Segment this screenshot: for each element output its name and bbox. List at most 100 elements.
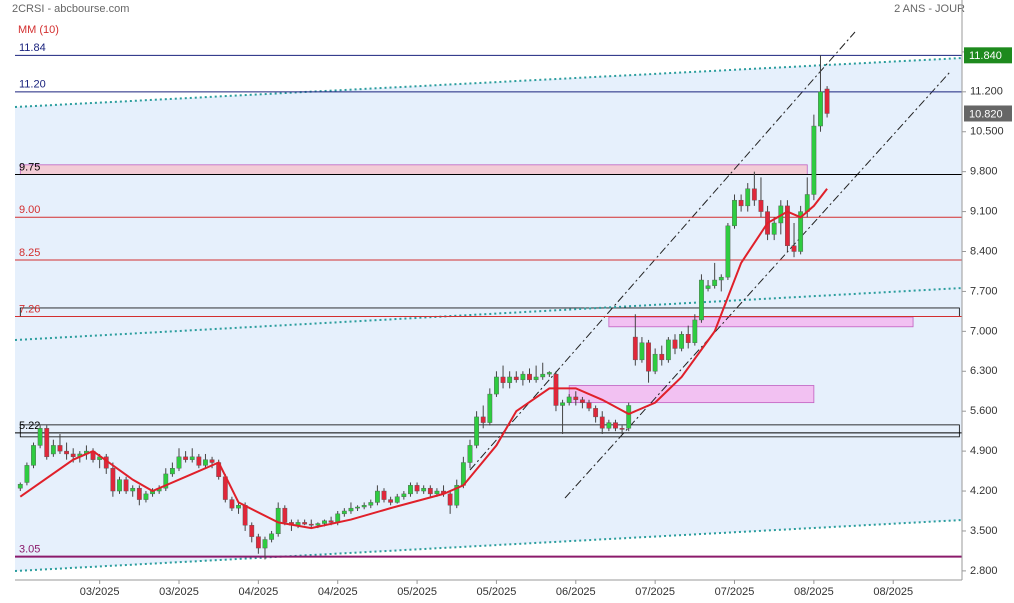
candle-body: [540, 373, 546, 378]
candle-body: [454, 485, 460, 506]
axis-panel: [962, 0, 1014, 603]
candle-body: [520, 373, 526, 381]
candle-body: [203, 459, 208, 466]
price-tag: [964, 47, 1012, 64]
x-tick-label: 04/2025: [238, 586, 278, 598]
candle-body: [24, 465, 30, 483]
candle-body: [176, 456, 182, 469]
candle-body: [196, 456, 202, 466]
level-label: 9.75: [19, 161, 40, 173]
candle-body: [17, 483, 23, 489]
candle-body: [487, 393, 493, 423]
candle-body: [169, 468, 175, 475]
trendline-upper: [14, 57, 963, 108]
candle-body: [573, 396, 579, 400]
candle-body: [355, 506, 360, 509]
channel-line: [469, 31, 856, 471]
candle-body: [665, 339, 671, 361]
candle-body: [632, 336, 638, 361]
candle-body: [447, 493, 453, 506]
candle-body: [818, 91, 823, 127]
zone: [568, 385, 815, 404]
candle-body: [368, 502, 374, 506]
y-tick-label: 3.500: [970, 525, 998, 537]
candle-body: [130, 487, 136, 492]
candle-body: [163, 473, 169, 489]
candle-body: [262, 539, 268, 549]
candle-body: [685, 333, 691, 343]
x-tick-label: 07/2025: [635, 586, 675, 598]
y-tick-label: 8.400: [970, 245, 998, 257]
level-label: 3.05: [19, 544, 40, 556]
channel-background: [15, 58, 962, 571]
candle-body: [546, 372, 552, 375]
x-tick-label: 08/2025: [794, 586, 834, 598]
x-tick-label: 07/2025: [715, 586, 755, 598]
candle-body: [143, 493, 149, 500]
candle-body: [606, 422, 612, 429]
candle-body: [381, 490, 387, 500]
candle-body: [758, 199, 764, 212]
x-tick-label: 04/2025: [318, 586, 358, 598]
candle-body: [507, 376, 513, 383]
candle-body: [308, 523, 314, 526]
candle-body: [110, 468, 116, 492]
candle-body: [269, 533, 274, 540]
candle-body: [639, 342, 645, 361]
candle-body: [580, 399, 585, 403]
candle-body: [50, 445, 56, 455]
candle-body: [613, 422, 618, 429]
candle-body: [474, 416, 479, 446]
candle-body: [374, 490, 380, 503]
y-tick-label: 6.300: [970, 365, 998, 377]
candle-body: [408, 485, 413, 495]
candle-body: [394, 496, 400, 503]
candle-body: [679, 333, 685, 349]
candle-body: [586, 402, 592, 409]
candle-body: [117, 479, 122, 492]
candle-body: [361, 505, 367, 508]
candle-body: [712, 279, 718, 286]
candle-body: [560, 402, 565, 406]
y-tick-label: 7.000: [970, 325, 998, 337]
candle-body: [599, 416, 605, 429]
y-tick-label: 4.900: [970, 445, 998, 457]
candle-body: [732, 199, 737, 227]
candle-body: [646, 342, 651, 372]
price-tag-label: 11.840: [969, 50, 1002, 62]
candle-body: [824, 88, 830, 114]
zone: [608, 316, 914, 328]
candle-body: [467, 445, 473, 463]
level-label: 9.00: [19, 204, 40, 216]
candle-body: [705, 285, 711, 289]
candle-body: [527, 373, 532, 381]
candle-body: [249, 525, 255, 537]
candle-body: [57, 445, 63, 452]
candle-body: [553, 373, 559, 406]
level-label: 8.25: [19, 247, 40, 259]
y-tick-label: 7.700: [970, 285, 998, 297]
trendline-lower: [14, 519, 963, 572]
candle-body: [626, 405, 632, 429]
candle-body: [236, 505, 241, 509]
candle-body: [123, 479, 129, 492]
candle-body: [255, 536, 261, 549]
candle-body: [500, 376, 506, 383]
candle-body: [31, 445, 36, 466]
candle-body: [791, 245, 797, 252]
y-tick-label: 9.800: [970, 166, 998, 178]
chart-subtitle: 2 ANS - JOUR: [894, 3, 965, 15]
x-tick-label: 05/2025: [477, 586, 517, 598]
candle-body: [37, 428, 43, 446]
y-tick-label: 11.200: [970, 86, 1003, 98]
candle-body: [64, 450, 69, 455]
candle-body: [771, 222, 777, 235]
axis-panel: [0, 580, 962, 603]
candle-body: [209, 459, 215, 463]
candle-body: [388, 499, 394, 503]
candle-body: [44, 428, 50, 458]
x-tick-label: 08/2025: [873, 586, 913, 598]
candle-body: [718, 276, 724, 281]
candle-body: [811, 125, 817, 195]
